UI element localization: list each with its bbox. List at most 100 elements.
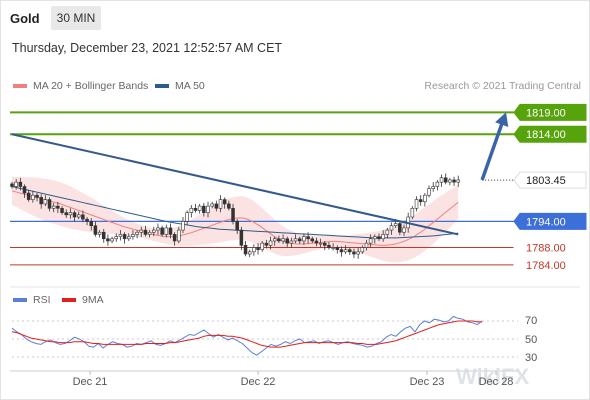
candle [81,210,85,223]
candle [22,184,27,198]
candle [385,227,390,239]
candle-body [172,234,177,242]
candle [135,230,139,239]
candle [56,201,60,214]
candle-body [231,207,235,222]
candle [218,195,223,213]
candle [164,224,169,238]
candle-body [218,199,223,209]
candle [118,230,123,241]
candle-body [435,181,440,187]
candle-body [318,242,323,245]
candle-body [26,192,31,200]
candle-body [252,247,256,253]
candle-body [281,238,285,242]
candle-body [35,194,39,198]
candle-body [448,179,452,183]
legend-9ma-label: 9MA [82,294,104,306]
forecast-arrow-shaft [480,119,505,181]
candle-body [289,240,294,244]
candle-body [410,207,415,218]
candle-body [168,227,173,235]
forecast-arrow-head [495,112,509,127]
candle-body [373,236,377,240]
candle [152,226,156,237]
candle [64,209,68,218]
candle [35,193,39,202]
x-tick-label: Dec 28 [478,376,514,388]
candle [72,210,77,222]
candle [231,203,235,225]
candle [85,217,89,226]
candle [256,243,260,255]
candle [427,185,431,198]
ma20-line [11,190,459,246]
candle-body [97,231,102,235]
candle [456,175,460,187]
candle-body [431,186,435,189]
candle [439,174,444,187]
candle [235,219,239,234]
candle [89,218,93,231]
candle-body [177,229,181,242]
candle-body [352,251,356,255]
candle [306,232,310,244]
candle-body [31,194,35,200]
timeframe-button[interactable]: 30 MIN [51,6,101,30]
candle-body [377,236,381,240]
candle [260,240,264,252]
candle [160,225,164,237]
candle [18,177,23,191]
candle-body [22,186,27,194]
candle-body [101,231,106,240]
candle-body [418,199,423,203]
candle-body [222,199,227,205]
candle-body [360,247,365,253]
candle [281,234,285,245]
legend-ma20-label: MA 20 + Bollinger Bands [33,80,149,92]
price-tag-label: 1814.00 [526,129,566,141]
candle-body [310,238,315,242]
legend-9ma-swatch [62,298,76,302]
candle-body [135,231,139,235]
candle [402,224,406,237]
trendline [11,133,459,236]
legend-ma50: MA 50 [155,80,205,92]
candle [452,176,456,187]
candle [272,236,277,246]
candle-body [314,240,319,244]
price-tag-box [513,256,587,274]
candle-body [293,238,298,242]
candle-body [210,203,214,207]
candle-body [297,238,302,242]
candle-body [264,242,269,246]
candle [39,194,43,209]
candle [418,195,423,206]
candle-body [335,247,340,250]
price-tag-box [513,212,587,230]
candle [443,173,448,185]
watermark-logo: WikiFX [456,364,529,389]
candle [435,179,440,191]
legend-rsi: RSI [13,294,51,306]
candle [26,189,31,202]
candle-body [10,183,14,187]
candle-body [72,212,77,218]
copyright-notice: Research © 2021 Trading Central [424,80,581,92]
candle-body [147,231,152,235]
candle [31,190,35,203]
candle-body [456,179,460,183]
legend-ma50-swatch [155,84,169,88]
price-tag-box [513,103,587,121]
candle [252,244,256,256]
candle-body [443,177,448,183]
price-tag: 1788.00 [513,239,587,256]
candle [143,225,148,237]
candle [360,245,365,255]
candle [106,234,110,246]
candle-body [164,227,169,235]
candle [352,248,356,258]
candle [147,230,152,238]
candle [343,245,348,255]
